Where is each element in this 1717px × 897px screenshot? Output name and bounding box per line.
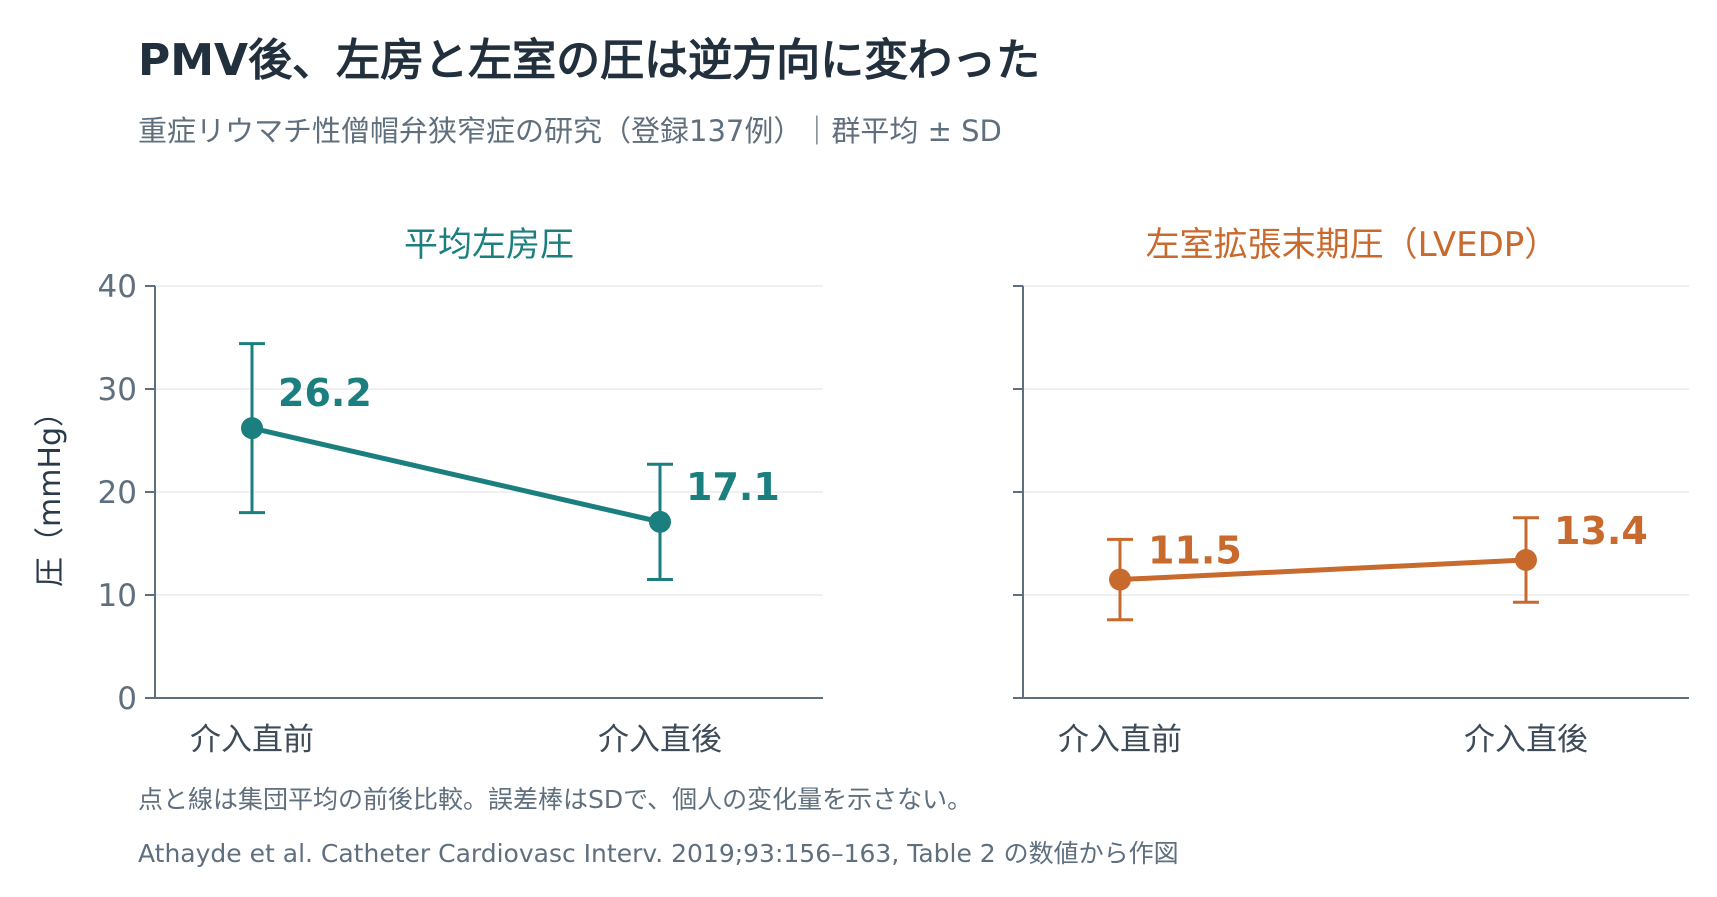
y-tick-label: 0 — [117, 681, 137, 717]
y-tick-label: 10 — [98, 578, 137, 614]
data-label: 26.2 — [278, 371, 372, 415]
footer-note: 点と線は集団平均の前後比較。誤差棒はSDで、個人の変化量を示さない。 — [138, 785, 973, 814]
panel-title-2: 左室拡張末期圧（LVEDP） — [1146, 225, 1559, 265]
y-tick-label: 20 — [98, 475, 137, 511]
y-axis-label: 圧（mmHg） — [33, 397, 68, 587]
data-label: 17.1 — [686, 465, 780, 509]
series-line — [1117, 557, 1529, 583]
data-label: 13.4 — [1554, 509, 1648, 553]
data-point — [1109, 568, 1131, 591]
data-point — [241, 417, 263, 440]
x-tick-label: 介入直前 — [190, 722, 314, 758]
footer-source: Athayde et al. Catheter Cardiovasc Inter… — [138, 839, 1179, 868]
data-point — [649, 510, 671, 533]
data-label: 11.5 — [1148, 529, 1242, 573]
chart-title: PMV後、左房と左室の圧は逆方向に変わった — [138, 35, 1041, 86]
chart-subtitle: 重症リウマチ性僧帽弁狭窄症の研究（登録137例）｜群平均 ± SD — [138, 114, 1002, 148]
x-tick-label: 介入直前 — [1058, 722, 1182, 758]
x-tick-label: 介入直後 — [1464, 722, 1588, 758]
data-point — [1515, 548, 1537, 571]
y-tick-label: 30 — [98, 372, 137, 408]
panel-title-1: 平均左房圧 — [404, 225, 574, 265]
y-tick-label: 40 — [98, 269, 137, 305]
series-line — [249, 425, 663, 525]
x-tick-label: 介入直後 — [598, 722, 722, 758]
